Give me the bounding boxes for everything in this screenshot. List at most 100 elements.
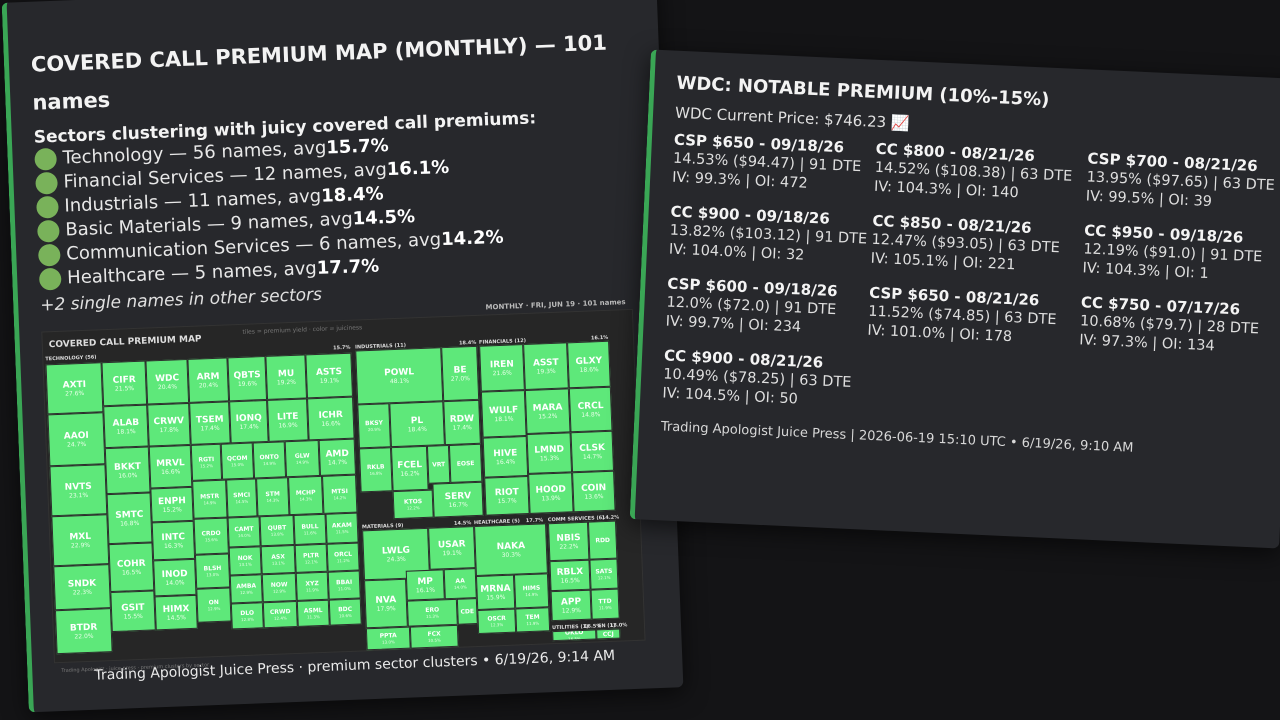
treemap-tile-xyz: XYZ 11.9%: [295, 571, 329, 601]
tile-percent: 13.9%: [541, 494, 561, 502]
treemap-tile-mp: MP 16.1%: [405, 569, 445, 601]
treemap-tile-now: NOW 12.9%: [261, 572, 297, 603]
treemap-tile-amba: AMBA 12.9%: [229, 574, 263, 604]
green-circle-icon: [38, 267, 62, 291]
option-entry: CC $850 - 08/21/26 12.47% ($93.05) | 63 D…: [870, 211, 1061, 274]
treemap-tile-rblx: RBLX 16.5%: [549, 559, 591, 592]
treemap-tile-rdd: RDD: [587, 520, 618, 560]
option-entry: CC $950 - 09/18/26 12.19% ($91.0) | 91 DT…: [1082, 221, 1263, 283]
treemap-tile-qubt: QUBT 13.8%: [259, 515, 295, 547]
tile-percent: 23.1%: [68, 491, 89, 500]
tile-symbol: EOSE: [456, 459, 475, 468]
tile-percent: 27.0%: [450, 374, 471, 383]
treemap-tile-lite: LITE 16.9%: [267, 398, 309, 442]
tile-percent: 10.5%: [427, 637, 441, 643]
tile-symbol: VRT: [431, 460, 446, 469]
tile-symbol: PL: [410, 415, 424, 426]
tile-percent: 12.9%: [561, 606, 582, 615]
tile-symbol: BE: [453, 364, 467, 376]
tile-percent: 15.5%: [123, 612, 143, 621]
treemap-tile-himx: HIMX 14.5%: [154, 594, 198, 631]
green-circle-icon: [35, 171, 58, 195]
treemap-tile-inod: INOD 14.0%: [153, 558, 197, 597]
treemap-tile-iren: IREN 21.6%: [479, 344, 525, 392]
treemap-tile-stm: STM 14.3%: [256, 477, 290, 517]
tile-symbol: MARA: [532, 402, 563, 414]
treemap-tile-amd: AMD 14.7%: [318, 438, 356, 476]
treemap-sector-label: 14.2%: [601, 514, 620, 522]
tile-percent: 14.9%: [525, 591, 539, 598]
green-circle-icon: [37, 219, 60, 243]
treemap-tile-mrvl: MRVL 16.6%: [148, 444, 193, 489]
tile-percent: 11.9%: [598, 604, 612, 611]
tile-symbol: HOOD: [535, 484, 567, 496]
treemap-tile-tem: TEM 11.9%: [515, 607, 551, 633]
treemap-tile-aa: AA 14.0%: [443, 568, 477, 600]
treemap-tile-blsh: BLSH 13.0%: [194, 553, 231, 589]
tile-percent: 11.3%: [426, 613, 439, 619]
treemap-tile-camt: CAMT 14.0%: [227, 516, 261, 548]
tile-percent: 14.7%: [327, 458, 348, 467]
treemap-image[interactable]: MONTHLY · FRI, JUN 19 · 101 names COVERE…: [41, 298, 646, 674]
tile-percent: 14.7%: [582, 452, 603, 461]
treemap-tile-ttd: TTD 11.9%: [590, 588, 620, 620]
tile-percent: 11.6%: [303, 530, 317, 536]
tile-percent: 16.4%: [495, 457, 516, 466]
tile-percent: 16.2%: [400, 469, 420, 478]
treemap-tile-vrt: VRT: [426, 444, 451, 484]
sector-list: Technology — 56 names, avg 15.7% Financi…: [34, 124, 649, 291]
green-circle-icon: [34, 147, 58, 171]
tile-percent: 15.2%: [200, 463, 213, 469]
tile-percent: 22.3%: [72, 588, 92, 597]
tile-symbol: RDD: [595, 536, 611, 544]
tile-symbol: SMTC: [115, 509, 144, 521]
treemap-tile-arm: ARM 20.4%: [187, 357, 230, 403]
treemap-tile-sndk: SNDK 22.3%: [53, 564, 111, 611]
treemap-tile-ichr: ICHR 16.6%: [307, 396, 355, 441]
treemap-tile-asst: ASST 19.3%: [523, 342, 569, 391]
wdc-premium-card: WDC: NOTABLE PREMIUM (10%-15%) WDC Curre…: [629, 49, 1280, 549]
tile-percent: 16.8%: [369, 470, 383, 477]
tile-percent: 15.9%: [486, 593, 506, 602]
treemap-tile-pltr: PLTR 12.1%: [294, 543, 328, 573]
tile-symbol: COHR: [116, 558, 146, 570]
treemap-tile-crcl: CRCL 14.8%: [568, 386, 613, 433]
treemap-tile-intc: INTC 16.3%: [151, 520, 196, 561]
treemap-tile-smci: SMCI 14.5%: [226, 478, 258, 518]
tile-symbol: POWL: [383, 366, 415, 378]
tile-percent: 11.5%: [335, 528, 349, 535]
treemap-tile-ccj: CCJ: [596, 628, 621, 640]
tile-percent: 19.2%: [276, 378, 297, 387]
tile-percent: 12.8%: [241, 616, 254, 623]
treemap-tile-enph: ENPH 15.2%: [150, 486, 194, 523]
option-entry: CSP $650 - 08/21/26 11.52% ($74.85) | 63 …: [867, 283, 1057, 346]
treemap-tile-qbts: QBTS 19.6%: [227, 355, 268, 402]
tile-percent: 13.1%: [238, 561, 252, 568]
tile-symbol: LWLG: [381, 545, 411, 557]
treemap-tile-serv: SERV 16.7%: [432, 481, 484, 518]
treemap-tile-mu: MU 19.2%: [265, 354, 308, 400]
tile-percent: 18.4%: [407, 425, 427, 434]
tile-percent: 16.5%: [121, 568, 142, 577]
tile-symbol: MU: [277, 368, 295, 379]
treemap-tile-tsem: TSEM 17.4%: [189, 401, 231, 445]
treemap-tile-smtc: SMTC 16.8%: [106, 492, 153, 545]
tile-symbol: CRWV: [153, 415, 185, 427]
treemap-tile-rgti: RGTI 15.2%: [190, 443, 223, 481]
treemap-tile-nva: NVA 17.9%: [364, 578, 408, 629]
tile-percent: 16.9%: [278, 421, 298, 430]
tile-percent: 14.2%: [333, 494, 347, 501]
tile-percent: 27.6%: [64, 389, 85, 398]
tile-percent: 20.4%: [157, 382, 178, 391]
tile-percent: 17.8%: [159, 425, 179, 434]
treemap-tile-ero: ERO 11.3%: [406, 598, 458, 627]
treemap-tile-bull: BULL 11.6%: [293, 513, 327, 545]
treemap-tile-naka: NAKA 30.3%: [474, 523, 548, 577]
tile-percent: 14.0%: [237, 532, 251, 539]
treemap-tile-glw: GLW 14.9%: [284, 439, 321, 478]
treemap-sector-label: 16.1%: [590, 334, 609, 342]
treemap-tile-mstr: MSTR 14.9%: [192, 479, 228, 519]
treemap-tile-lmnd: LMND 15.3%: [526, 432, 573, 474]
tile-symbol: USAR: [437, 538, 466, 550]
option-entry: CC $750 - 07/17/26 10.68% ($79.7) | 28 DT…: [1078, 293, 1260, 355]
